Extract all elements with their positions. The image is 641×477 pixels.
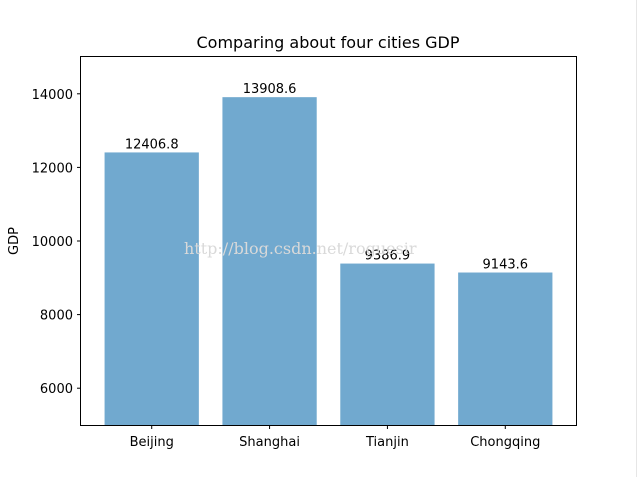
y-axis-label: GDP (7, 227, 22, 255)
watermark-text: http://blog.csdn.net/roguesir (184, 239, 417, 258)
value-labels-layer: 12406.8 13908.6 9386.9 9143.6 (125, 82, 528, 272)
y-tick-label: 8000 (40, 309, 73, 324)
value-label-shanghai: 13908.6 (243, 82, 297, 97)
bar-chongqing (458, 272, 553, 425)
y-tick-label: 10000 (32, 235, 73, 250)
value-label-tianjin: 9386.9 (365, 249, 411, 264)
bar-tianjin (340, 263, 435, 425)
chart-title: Comparing about four cities GDP (197, 33, 460, 52)
bar-shanghai (222, 97, 317, 426)
x-tick-label-chongqing: Chongqing (470, 435, 540, 450)
x-tick-label-beijing: Beijing (130, 435, 174, 450)
value-label-chongqing: 9143.6 (483, 258, 529, 273)
y-tick-label: 14000 (32, 88, 73, 103)
ticks-layer: Beijing Shanghai Tianjin Chongqing 6000 8000 1… (32, 88, 541, 450)
value-label-beijing: 12406.8 (125, 137, 179, 152)
right-edge-line (636, 0, 637, 477)
bar-beijing (104, 152, 199, 426)
bars-layer (104, 97, 553, 426)
plot-frame (80, 56, 577, 426)
y-tick-label: 12000 (32, 161, 73, 176)
x-tick-label-shanghai: Shanghai (239, 435, 300, 450)
y-tick-label: 6000 (40, 382, 73, 397)
x-tick-label-tianjin: Tianjin (365, 435, 409, 450)
